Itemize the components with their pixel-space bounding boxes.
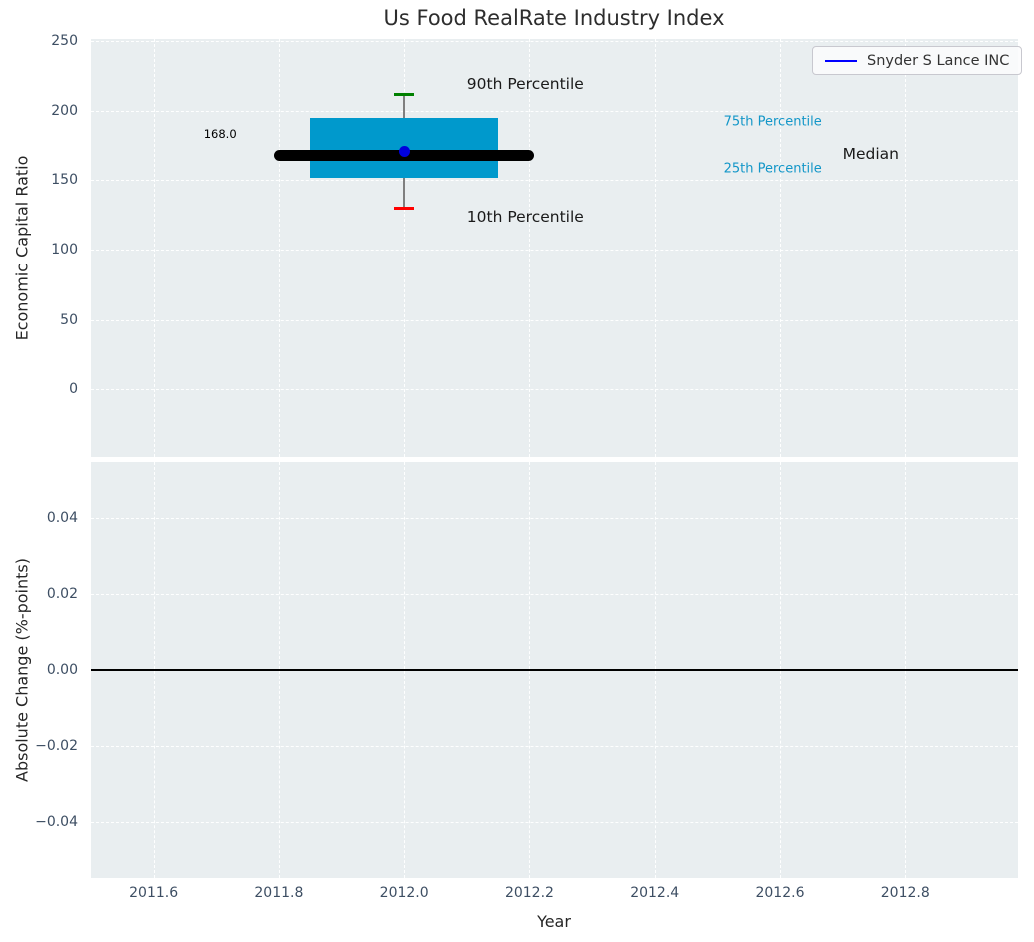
annotation-90th-percentile: 90th Percentile: [466, 75, 584, 94]
annotation-25th-percentile: 25th Percentile: [723, 161, 822, 177]
v-gridline-2012: [404, 39, 406, 457]
h-gridline-0-04: [91, 518, 1018, 520]
y-tick-0-00: 0.00: [46, 662, 78, 678]
y-tick-50: 50: [60, 311, 78, 328]
y-tick-150: 150: [51, 172, 78, 189]
y-tick-0-04: −0.04: [35, 813, 78, 830]
y-tick-0-04: 0.04: [46, 510, 78, 527]
h-gridline-0-02: [91, 594, 1018, 596]
v-gridline-2012-8: [905, 39, 907, 457]
x-tick-2012-6: 2012.6: [755, 885, 805, 901]
v-gridline-2012-2: [529, 39, 531, 457]
p10-cap: [394, 206, 415, 210]
x-tick-2012-4: 2012.4: [630, 885, 680, 901]
annotation-10th-percentile: 10th Percentile: [466, 207, 584, 226]
v-gridline-2011-8: [278, 39, 280, 457]
h-gridline-250: [91, 41, 1018, 43]
x-axis-label: Year: [537, 912, 571, 931]
y-tick-0: 0: [69, 381, 78, 398]
h-gridline-150: [91, 180, 1018, 182]
h-gridline-100: [91, 250, 1018, 252]
v-gridline-2012-4: [654, 39, 656, 457]
v-gridline-2012-6: [779, 39, 781, 457]
h-gridline-200: [91, 110, 1018, 112]
y-tick-250: 250: [51, 33, 78, 50]
y-tick-100: 100: [51, 242, 78, 259]
company-marker: [398, 145, 410, 157]
x-tick-2012-2: 2012.2: [504, 885, 554, 901]
legend-label: Snyder S Lance INC: [867, 52, 1010, 69]
bottom-panel-plot-area: [91, 462, 1018, 878]
x-tick-2011-6: 2011.6: [129, 885, 179, 901]
annotation-75th-percentile: 75th Percentile: [723, 114, 822, 130]
h-gridline-0-04: [91, 821, 1018, 823]
annotation-median: Median: [842, 144, 899, 163]
p90-cap: [394, 92, 415, 96]
x-tick-2012-8: 2012.8: [880, 885, 930, 901]
x-tick-2011-8: 2011.8: [254, 885, 304, 901]
annotation-168-0: 168.0: [203, 127, 237, 142]
top-panel-plot-area: 168.0 90th Percentile 10th Percentile 75th …: [91, 39, 1018, 457]
zero-reference-line: [91, 669, 1018, 671]
legend: Snyder S Lance INC: [812, 46, 1023, 75]
h-gridline-50: [91, 319, 1018, 321]
h-gridline-0-02: [91, 745, 1018, 747]
y-tick-0-02: −0.02: [35, 737, 78, 754]
chart-title: Us Food RealRate Industry Index: [383, 6, 725, 30]
x-tick-2012-0: 2012.0: [379, 885, 429, 901]
h-gridline-0: [91, 389, 1018, 391]
v-gridline-2011-6: [153, 39, 155, 457]
y-tick-0-02: 0.02: [46, 586, 78, 603]
y-tick-200: 200: [51, 102, 78, 119]
legend-line-sample: [825, 59, 857, 62]
